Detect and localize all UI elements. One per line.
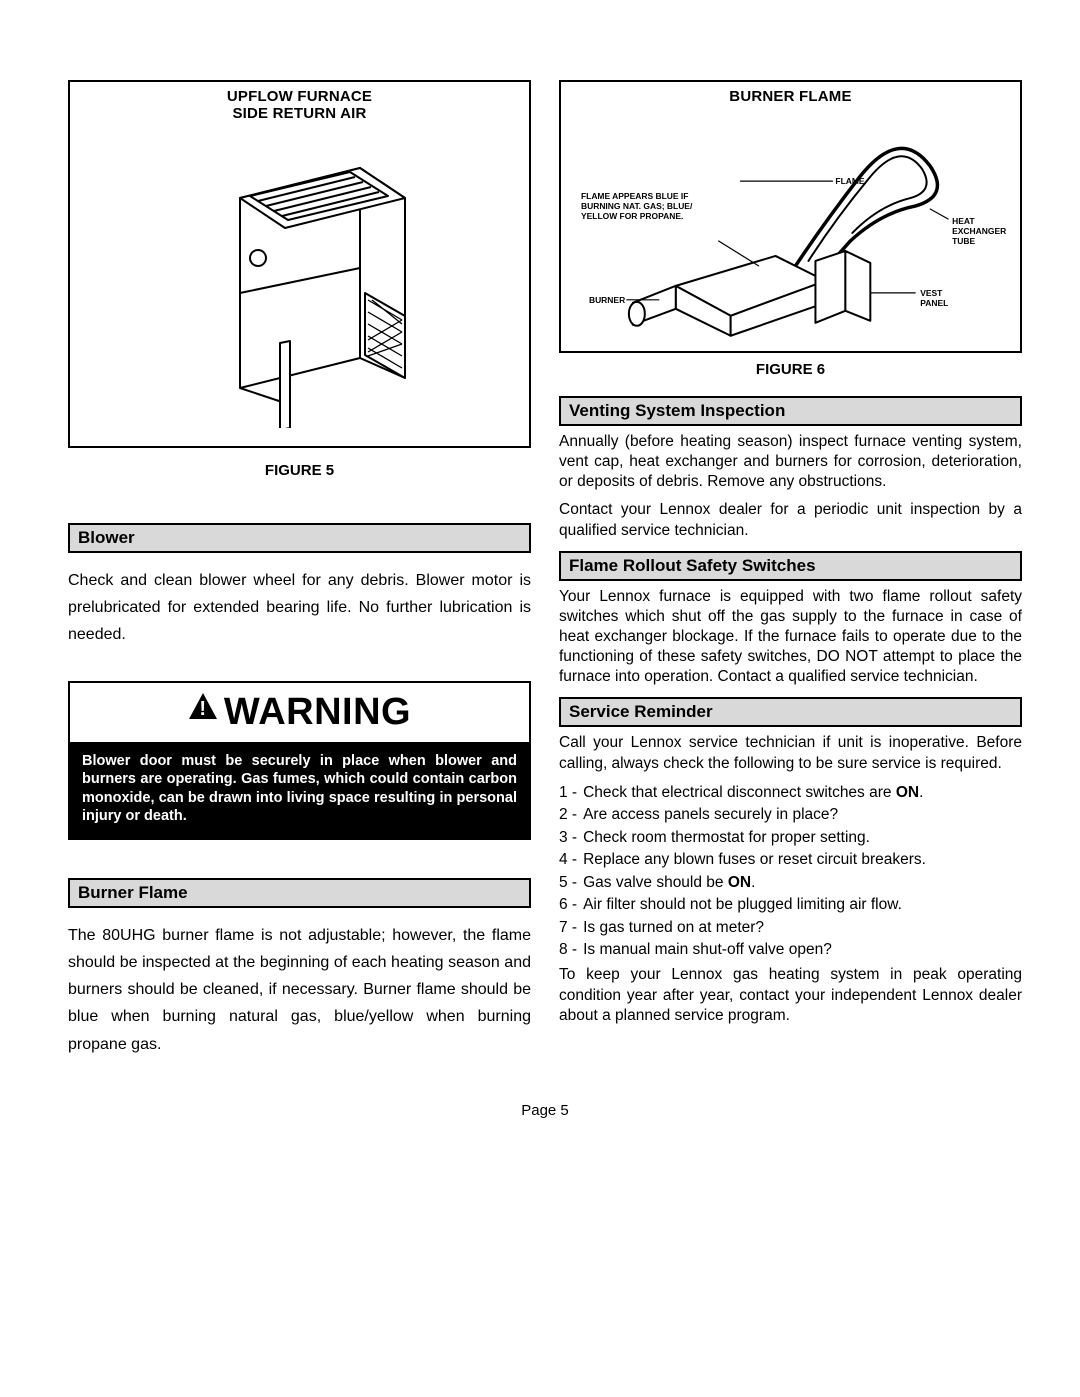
venting-p1: Annually (before heating season) inspect… <box>559 432 1022 492</box>
list-text: Replace any blown fuses or reset circuit… <box>583 849 926 871</box>
list-text: Check that electrical disconnect switche… <box>583 782 923 804</box>
list-item: 1 - Check that electrical disconnect swi… <box>559 782 1022 804</box>
list-text: Are access panels securely in place? <box>583 804 838 826</box>
figure-5-title-line2: SIDE RETURN AIR <box>80 105 519 122</box>
fig6-note-l3: YELLOW FOR PROPANE. <box>581 211 683 221</box>
list-num: 8 - <box>559 939 577 961</box>
warning-heading-text: WARNING <box>224 691 411 733</box>
list-item: 5 - Gas valve should be ON. <box>559 872 1022 894</box>
burner-flame-heading: Burner Flame <box>68 878 531 908</box>
service-outro: To keep your Lennox gas heating system i… <box>559 965 1022 1025</box>
burner-diagram: FLAME APPEARS BLUE IF BURNING NAT. GAS; … <box>571 111 1010 341</box>
page-columns: UPFLOW FURNACE SIDE RETURN AIR <box>68 80 1022 1072</box>
blower-heading: Blower <box>68 523 531 553</box>
figure-5-title: UPFLOW FURNACE SIDE RETURN AIR <box>80 88 519 122</box>
list-num: 2 - <box>559 804 577 826</box>
list-item: 8 - Is manual main shut-off valve open? <box>559 939 1022 961</box>
furnace-illustration <box>80 128 519 428</box>
list-text: Is manual main shut-off valve open? <box>583 939 832 961</box>
service-list: 1 - Check that electrical disconnect swi… <box>559 782 1022 962</box>
venting-p2: Contact your Lennox dealer for a periodi… <box>559 500 1022 540</box>
blower-text: Check and clean blower wheel for any deb… <box>68 567 531 649</box>
list-text: Check room thermostat for proper setting… <box>583 827 870 849</box>
fig6-flame-label: FLAME <box>835 176 865 186</box>
warning-box: ! WARNING Blower door must be securely i… <box>68 681 531 840</box>
venting-heading: Venting System Inspection <box>559 396 1022 426</box>
fig6-burner-label: BURNER <box>589 295 625 305</box>
page-number: Page 5 <box>68 1102 1022 1119</box>
figure-6-title: BURNER FLAME <box>571 88 1010 105</box>
list-item: 4 - Replace any blown fuses or reset cir… <box>559 849 1022 871</box>
fig6-vest-l1: VEST <box>920 288 943 298</box>
fig6-heat-l2: EXCHANGER <box>952 226 1006 236</box>
list-num: 1 - <box>559 782 577 804</box>
fig6-note-l2: BURNING NAT. GAS; BLUE/ <box>581 201 693 211</box>
warning-heading: ! WARNING <box>70 683 529 742</box>
list-num: 5 - <box>559 872 577 894</box>
list-text: Is gas turned on at meter? <box>583 917 764 939</box>
fig6-vest-l2: PANEL <box>920 298 948 308</box>
svg-text:!: ! <box>199 698 206 720</box>
fig6-heat-l1: HEAT <box>952 216 975 226</box>
list-text: Air filter should not be plugged limitin… <box>583 894 902 916</box>
burner-flame-text: The 80UHG burner flame is not adjustable… <box>68 922 531 1058</box>
warning-triangle-icon: ! <box>188 687 218 730</box>
list-text: Gas valve should be ON. <box>583 872 755 894</box>
list-item: 6 - Air filter should not be plugged lim… <box>559 894 1022 916</box>
fig6-note-l1: FLAME APPEARS BLUE IF <box>581 191 688 201</box>
service-intro: Call your Lennox service technician if u… <box>559 733 1022 773</box>
service-heading: Service Reminder <box>559 697 1022 727</box>
list-num: 4 - <box>559 849 577 871</box>
right-column: BURNER FLAME <box>559 80 1022 1072</box>
warning-body-text: Blower door must be securely in place wh… <box>70 742 529 838</box>
rollout-heading: Flame Rollout Safety Switches <box>559 551 1022 581</box>
figure-5-caption: FIGURE 5 <box>68 462 531 479</box>
list-item: 2 - Are access panels securely in place? <box>559 804 1022 826</box>
figure-5-title-line1: UPFLOW FURNACE <box>80 88 519 105</box>
list-item: 7 - Is gas turned on at meter? <box>559 917 1022 939</box>
list-num: 6 - <box>559 894 577 916</box>
fig6-heat-l3: TUBE <box>952 236 975 246</box>
figure-6-box: BURNER FLAME <box>559 80 1022 353</box>
figure-5-box: UPFLOW FURNACE SIDE RETURN AIR <box>68 80 531 448</box>
list-num: 7 - <box>559 917 577 939</box>
rollout-text: Your Lennox furnace is equipped with two… <box>559 587 1022 688</box>
list-num: 3 - <box>559 827 577 849</box>
left-column: UPFLOW FURNACE SIDE RETURN AIR <box>68 80 531 1072</box>
list-item: 3 - Check room thermostat for proper set… <box>559 827 1022 849</box>
figure-6-caption: FIGURE 6 <box>559 361 1022 378</box>
